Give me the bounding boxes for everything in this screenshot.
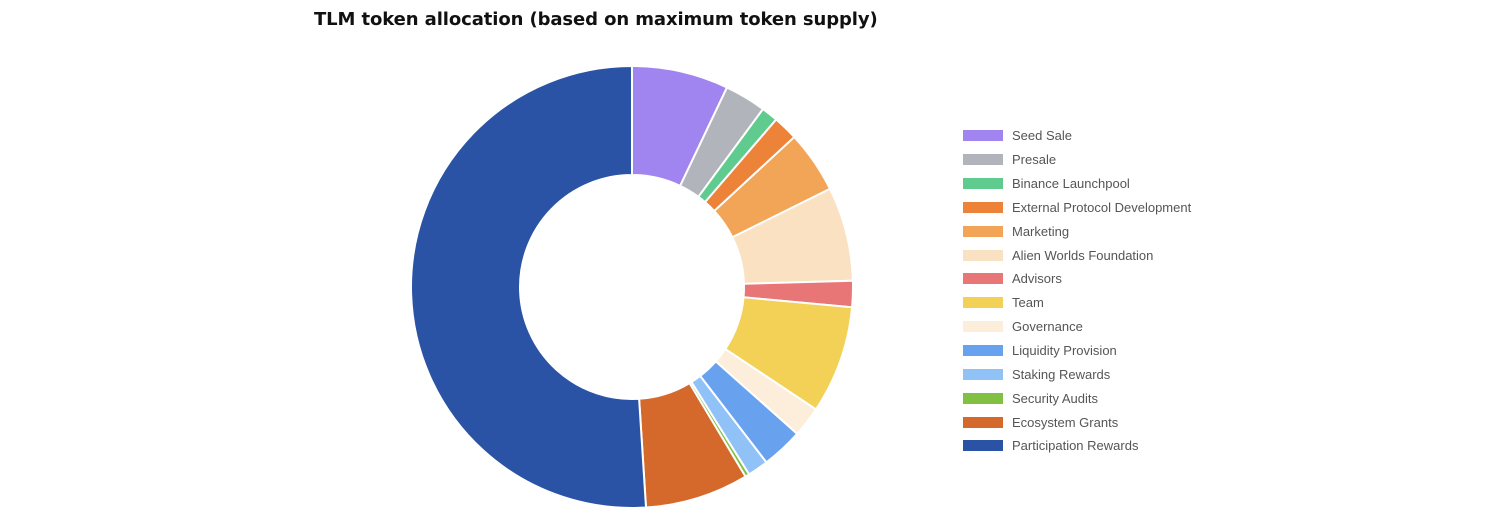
- legend-item-staking-rewards[interactable]: Staking Rewards: [963, 362, 1191, 386]
- chart-title: TLM token allocation (based on maximum t…: [314, 9, 878, 30]
- legend-swatch: [963, 273, 1003, 285]
- legend-label: Governance: [1012, 319, 1083, 335]
- chart-legend: Seed Sale Presale Binance Launchpool Extern…: [963, 124, 1191, 458]
- legend-swatch: [963, 178, 1003, 190]
- legend-item-presale[interactable]: Presale: [963, 148, 1191, 172]
- legend-label: External Protocol Development: [1012, 199, 1192, 215]
- legend-swatch: [963, 368, 1003, 380]
- legend-swatch: [963, 249, 1003, 261]
- legend-label: Presale: [1012, 152, 1057, 168]
- legend-swatch: [963, 154, 1003, 166]
- legend-item-governance[interactable]: Governance: [963, 315, 1191, 339]
- legend-item-advisors[interactable]: Advisors: [963, 267, 1191, 291]
- legend-item-binance-launchpool[interactable]: Binance Launchpool: [963, 172, 1191, 196]
- legend-label: Binance Launchpool: [1012, 176, 1130, 192]
- legend-swatch: [963, 225, 1003, 237]
- legend-swatch: [963, 345, 1003, 357]
- legend-swatch: [963, 201, 1003, 213]
- legend-label: Liquidity Provision: [1012, 343, 1117, 359]
- legend-item-ecosystem-grants[interactable]: Ecosystem Grants: [963, 410, 1191, 434]
- legend-item-security-audits[interactable]: Security Audits: [963, 386, 1191, 410]
- legend-item-marketing[interactable]: Marketing: [963, 219, 1191, 243]
- legend-item-participation-rewards[interactable]: Participation Rewards: [963, 434, 1191, 458]
- legend-item-external-protocol-development[interactable]: External Protocol Development: [963, 196, 1191, 220]
- legend-label: Marketing: [1012, 223, 1070, 239]
- legend-swatch: [963, 440, 1003, 452]
- legend-label: Advisors: [1012, 271, 1062, 287]
- legend-swatch: [963, 416, 1003, 428]
- legend-label: Seed Sale: [1012, 128, 1072, 144]
- legend-label: Ecosystem Grants: [1012, 414, 1119, 430]
- legend-label: Staking Rewards: [1012, 366, 1111, 382]
- legend-item-team[interactable]: Team: [963, 291, 1191, 315]
- legend-swatch: [963, 130, 1003, 142]
- legend-item-seed-sale[interactable]: Seed Sale: [963, 124, 1191, 148]
- legend-label: Participation Rewards: [1012, 438, 1139, 454]
- legend-label: Team: [1012, 295, 1044, 311]
- legend-item-alien-worlds-foundation[interactable]: Alien Worlds Foundation: [963, 243, 1191, 267]
- legend-label: Security Audits: [1012, 390, 1098, 406]
- legend-label: Alien Worlds Foundation: [1012, 247, 1154, 263]
- legend-swatch: [963, 321, 1003, 333]
- legend-swatch: [963, 392, 1003, 404]
- legend-swatch: [963, 297, 1003, 309]
- legend-item-liquidity-provision[interactable]: Liquidity Provision: [963, 339, 1191, 363]
- slice-participation-rewards[interactable]: [410, 64, 648, 509]
